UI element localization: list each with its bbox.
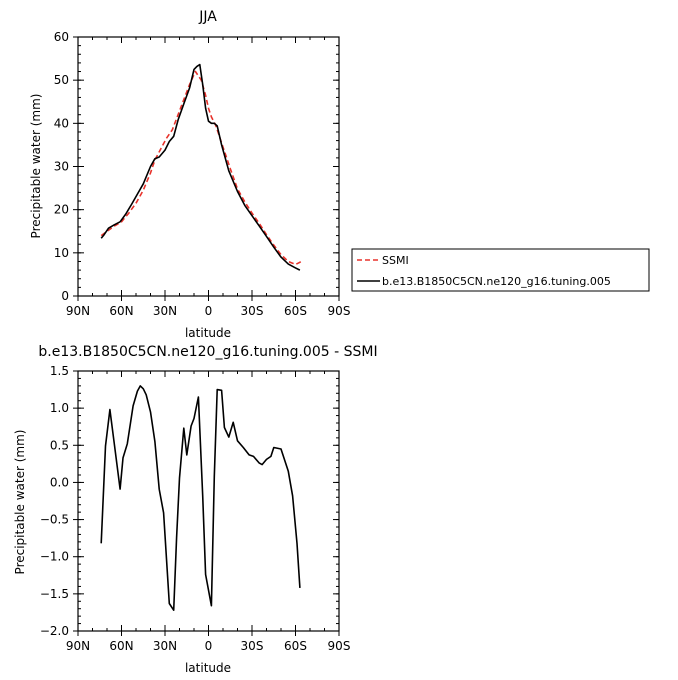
top-chart-y-tick-label: 60	[54, 30, 69, 44]
top-chart-x-tick-label: 90S	[328, 304, 351, 318]
top-chart-y-tick-label: 10	[54, 246, 69, 260]
bottom-chart-y-tick-label: −0.5	[40, 513, 69, 527]
top-chart-title: JJA	[198, 9, 217, 25]
bottom-chart-y-tick-label: 0.5	[50, 438, 69, 452]
legend-box	[351, 248, 650, 292]
top-chart-x-tick-label: 30S	[241, 304, 264, 318]
top-chart-y-tick-label: 50	[54, 73, 69, 87]
bottom-chart-x-tick-label: 30N	[153, 639, 177, 653]
top-chart-series-line-b-e13-b1850c5cn-ne120-g16-tuning-005	[100, 63, 301, 271]
bottom-chart-x-tick-label: 0	[205, 639, 213, 653]
bottom-chart-title: b.e13.B1850C5CN.ne120_g16.tuning.005 - S…	[38, 344, 377, 360]
bottom-chart-y-tick-label: −2.0	[40, 624, 69, 638]
bottom-chart-x-tick-label: 30S	[241, 639, 264, 653]
bottom-chart-y-tick-label: 1.5	[50, 364, 69, 378]
top-chart-x-tick-label: 60S	[284, 304, 307, 318]
bottom-chart-x-tick-label: 90N	[66, 639, 90, 653]
top-chart-legend: SSMI b.e13.B1850C5CN.ne120_g16.tuning.00…	[351, 248, 650, 292]
top-chart-x-tick-label: 90N	[66, 304, 90, 318]
top-chart-plot-frame	[77, 36, 340, 297]
legend-label-model: b.e13.B1850C5CN.ne120_g16.tuning.005	[382, 275, 611, 288]
bottom-chart-y-tick-label: −1.5	[40, 587, 69, 601]
bottom-chart-series-line-difference	[100, 385, 301, 612]
top-chart-x-tick-label: 0	[205, 304, 213, 318]
top-chart-panel: JJA 90N 60N 30N 0 30S 60S 90S 0 10 20 30 40 50 60 lat…	[29, 9, 650, 340]
top-chart-y-tick-label: 40	[54, 116, 69, 130]
bottom-chart-x-tick-label: 60N	[109, 639, 133, 653]
bottom-chart-panel: b.e13.B1850C5CN.ne120_g16.tuning.005 - S…	[13, 344, 378, 675]
top-chart-x-tick-label: 60N	[109, 304, 133, 318]
bottom-chart-series	[100, 385, 301, 612]
top-chart-series	[100, 63, 304, 271]
bottom-chart-y-tick-label: 1.0	[50, 401, 69, 415]
bottom-chart-y-tick-label: 0.0	[50, 475, 69, 489]
top-chart-ticks: 90N 60N 30N 0 30S 60S 90S 0 10 20 30 40 50 60	[54, 30, 351, 318]
top-chart-series-line-ssmi	[100, 70, 304, 266]
top-chart-x-axis-label: latitude	[185, 326, 231, 340]
bottom-chart-y-axis-label: Precipitable water (mm)	[13, 430, 27, 575]
top-chart-y-axis-label: Precipitable water (mm)	[29, 94, 43, 239]
bottom-chart-x-axis-label: latitude	[185, 661, 231, 675]
top-chart-y-tick-label: 30	[54, 160, 69, 174]
bottom-chart-ticks: 90N 60N 30N 0 30S 60S 90S 1.5 1.0 0.5 0.0 −0.5 −1.0 −…	[40, 364, 351, 653]
bottom-chart-x-tick-label: 90S	[328, 639, 351, 653]
legend-label-ssmi: SSMI	[382, 254, 409, 267]
bottom-chart-x-tick-label: 60S	[284, 639, 307, 653]
top-chart-y-tick-label: 20	[54, 203, 69, 217]
bottom-chart-y-tick-label: −1.0	[40, 550, 69, 564]
top-chart-y-tick-label: 0	[61, 289, 69, 303]
top-chart-x-tick-label: 30N	[153, 304, 177, 318]
